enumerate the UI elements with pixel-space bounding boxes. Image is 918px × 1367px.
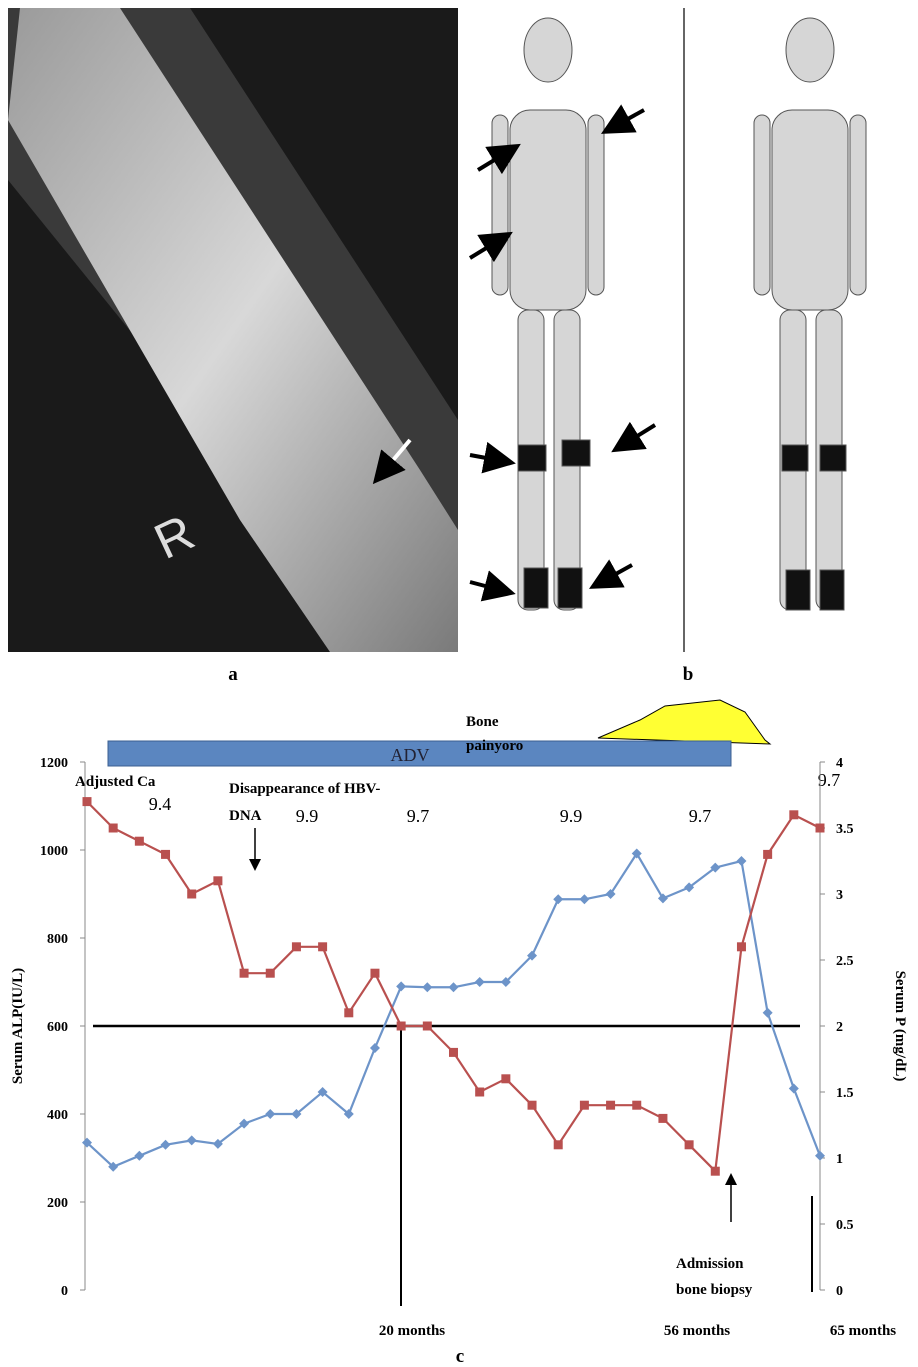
point: [83, 797, 92, 806]
xray-image: R: [8, 8, 458, 652]
panel-label: c: [456, 1346, 464, 1367]
point: [213, 876, 222, 885]
y2-tick-label: 1.5: [836, 1086, 854, 1101]
point: [528, 1101, 537, 1110]
y2-tick-label: 0: [836, 1284, 843, 1299]
point: [658, 893, 668, 903]
ca-value: 9.7: [818, 770, 841, 790]
panel-label: b: [683, 664, 694, 685]
point: [423, 1022, 432, 1031]
point: [815, 1151, 825, 1161]
point: [553, 894, 563, 904]
point: [344, 1008, 353, 1017]
time-label: 20 months: [379, 1323, 445, 1339]
y2-tick-label: 3.5: [836, 822, 854, 837]
time-label: 56 months: [664, 1323, 730, 1339]
y2-tick-label: 1: [836, 1152, 843, 1167]
point: [606, 1101, 615, 1110]
point: [737, 942, 746, 951]
bone-pain-shape: [598, 700, 770, 744]
point: [292, 942, 301, 951]
y-tick-label: 400: [47, 1108, 68, 1123]
annotation: Adjusted Ca: [75, 774, 156, 790]
point: [685, 1140, 694, 1149]
panel-label: a: [228, 664, 238, 685]
point: [240, 969, 249, 978]
point: [475, 977, 485, 987]
point: [370, 1043, 380, 1053]
point: [449, 1048, 458, 1057]
annotation: Disappearance of HBV-: [229, 781, 380, 797]
ca-value: 9.9: [296, 806, 319, 826]
point: [134, 1151, 144, 1161]
point: [449, 982, 459, 992]
point: [422, 982, 432, 992]
point: [816, 824, 825, 833]
point: [370, 969, 379, 978]
y-tick-label: 1000: [40, 844, 68, 859]
y2-tick-label: 2.5: [836, 954, 854, 969]
figure: R: [0, 0, 918, 1367]
y2-tick-label: 4: [836, 756, 843, 771]
point: [554, 1140, 563, 1149]
point: [658, 1114, 667, 1123]
point: [763, 850, 772, 859]
point: [161, 850, 170, 859]
point: [397, 1022, 406, 1031]
y-axis-label: Serum ALP(IU/L): [10, 968, 26, 1084]
bone-scan-image: [462, 8, 918, 652]
annotation: Bone: [466, 714, 499, 730]
y-tick-label: 600: [47, 1020, 68, 1035]
annotation: painyoro: [466, 738, 523, 754]
y2-tick-label: 2: [836, 1020, 843, 1035]
point: [475, 1088, 484, 1097]
point: [135, 837, 144, 846]
point: [318, 942, 327, 951]
annotation: DNA: [229, 808, 262, 824]
point: [763, 1008, 773, 1018]
y2-tick-label: 3: [836, 888, 843, 903]
y-tick-label: 200: [47, 1196, 68, 1211]
point: [789, 810, 798, 819]
ca-value: 9.4: [149, 794, 172, 814]
y2-tick-label: 0.5: [836, 1218, 854, 1233]
annotation: bone biopsy: [676, 1282, 753, 1298]
point: [109, 824, 118, 833]
ca-value: 9.9: [560, 806, 583, 826]
point: [161, 1140, 171, 1150]
point: [265, 1109, 275, 1119]
series-line: [87, 854, 820, 1167]
point: [632, 1101, 641, 1110]
point: [187, 1135, 197, 1145]
point: [187, 890, 196, 899]
point: [396, 981, 406, 991]
annotation: Admission: [676, 1256, 744, 1272]
y-tick-label: 0: [61, 1284, 68, 1299]
point: [501, 1074, 510, 1083]
point: [736, 856, 746, 866]
y-tick-label: 1200: [40, 756, 68, 771]
y-tick-label: 800: [47, 932, 68, 947]
ca-value: 9.7: [407, 806, 430, 826]
point: [580, 1101, 589, 1110]
y2-axis-label: Serum P (mg/dL): [892, 971, 908, 1082]
point: [711, 1167, 720, 1176]
point: [789, 1083, 799, 1093]
adv-label: ADV: [391, 745, 430, 765]
time-label: 65 months: [830, 1323, 896, 1339]
point: [579, 894, 589, 904]
ca-value: 9.7: [689, 806, 712, 826]
point: [266, 969, 275, 978]
